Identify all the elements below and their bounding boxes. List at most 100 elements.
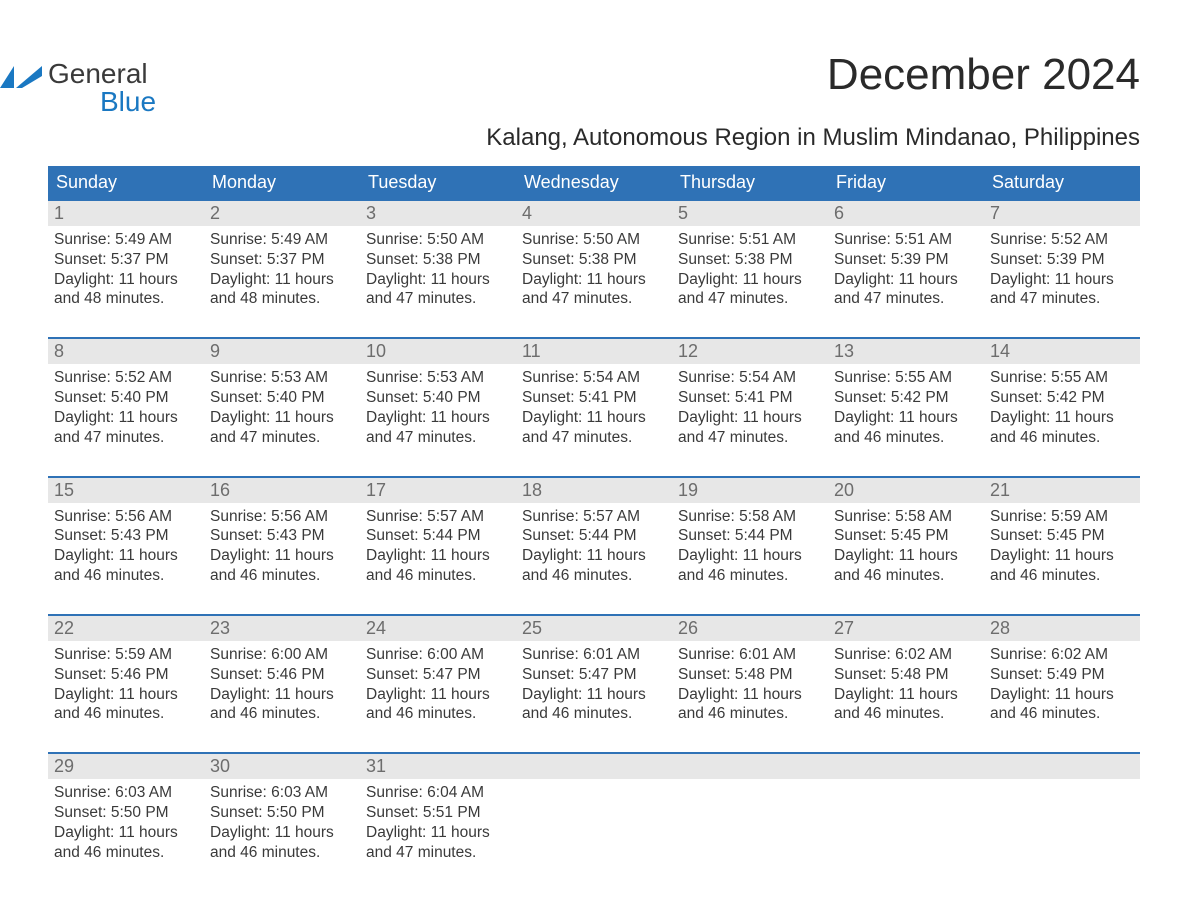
daylight-text: and 47 minutes. xyxy=(54,428,198,448)
calendar-day: 3Sunrise: 5:50 AMSunset: 5:38 PMDaylight… xyxy=(360,201,516,309)
sunrise-text: Sunrise: 6:01 AM xyxy=(522,645,666,665)
day-details: Sunrise: 6:01 AMSunset: 5:48 PMDaylight:… xyxy=(672,641,828,724)
daylight-text: and 46 minutes. xyxy=(990,428,1134,448)
weekday-tuesday: Tuesday xyxy=(360,166,516,199)
calendar-day: 23Sunrise: 6:00 AMSunset: 5:46 PMDayligh… xyxy=(204,616,360,724)
sunset-text: Sunset: 5:48 PM xyxy=(678,665,822,685)
daylight-text: and 46 minutes. xyxy=(522,566,666,586)
sunset-text: Sunset: 5:46 PM xyxy=(210,665,354,685)
daylight-text: Daylight: 11 hours xyxy=(54,685,198,705)
day-number: 17 xyxy=(360,478,516,503)
day-number: . xyxy=(984,754,1140,779)
day-number: 24 xyxy=(360,616,516,641)
day-number: 29 xyxy=(48,754,204,779)
sunrise-text: Sunrise: 5:53 AM xyxy=(366,368,510,388)
day-number: 21 xyxy=(984,478,1140,503)
daylight-text: and 46 minutes. xyxy=(366,704,510,724)
daylight-text: Daylight: 11 hours xyxy=(678,685,822,705)
day-details: Sunrise: 6:02 AMSunset: 5:49 PMDaylight:… xyxy=(984,641,1140,724)
daylight-text: and 47 minutes. xyxy=(522,289,666,309)
sunrise-text: Sunrise: 5:51 AM xyxy=(834,230,978,250)
day-details: Sunrise: 5:52 AMSunset: 5:40 PMDaylight:… xyxy=(48,364,204,447)
calendar-day: . xyxy=(672,754,828,862)
calendar-day: 25Sunrise: 6:01 AMSunset: 5:47 PMDayligh… xyxy=(516,616,672,724)
daylight-text: Daylight: 11 hours xyxy=(366,685,510,705)
day-number: 26 xyxy=(672,616,828,641)
day-number: 3 xyxy=(360,201,516,226)
calendar-day: 11Sunrise: 5:54 AMSunset: 5:41 PMDayligh… xyxy=(516,339,672,447)
calendar: Sunday Monday Tuesday Wednesday Thursday… xyxy=(48,166,1140,863)
day-details: Sunrise: 5:55 AMSunset: 5:42 PMDaylight:… xyxy=(984,364,1140,447)
sunrise-text: Sunrise: 5:55 AM xyxy=(834,368,978,388)
logo-flag-icon xyxy=(0,66,42,88)
sunset-text: Sunset: 5:44 PM xyxy=(366,526,510,546)
sunrise-text: Sunrise: 6:03 AM xyxy=(54,783,198,803)
calendar-day: 31Sunrise: 6:04 AMSunset: 5:51 PMDayligh… xyxy=(360,754,516,862)
daylight-text: and 47 minutes. xyxy=(678,289,822,309)
daylight-text: Daylight: 11 hours xyxy=(834,270,978,290)
sunrise-text: Sunrise: 5:58 AM xyxy=(678,507,822,527)
calendar-week: 22Sunrise: 5:59 AMSunset: 5:46 PMDayligh… xyxy=(48,614,1140,724)
sunrise-text: Sunrise: 6:02 AM xyxy=(834,645,978,665)
logo-word-1: General xyxy=(48,60,148,88)
sunset-text: Sunset: 5:38 PM xyxy=(522,250,666,270)
location-name: Kalang, Autonomous Region in Muslim Mind… xyxy=(48,124,1140,152)
daylight-text: Daylight: 11 hours xyxy=(834,685,978,705)
day-number: 31 xyxy=(360,754,516,779)
sunrise-text: Sunrise: 5:58 AM xyxy=(834,507,978,527)
day-details: Sunrise: 5:49 AMSunset: 5:37 PMDaylight:… xyxy=(48,226,204,309)
sunset-text: Sunset: 5:39 PM xyxy=(834,250,978,270)
day-details: Sunrise: 5:58 AMSunset: 5:45 PMDaylight:… xyxy=(828,503,984,586)
day-number: 14 xyxy=(984,339,1140,364)
sunset-text: Sunset: 5:38 PM xyxy=(366,250,510,270)
daylight-text: and 46 minutes. xyxy=(366,566,510,586)
day-number: 1 xyxy=(48,201,204,226)
daylight-text: Daylight: 11 hours xyxy=(366,823,510,843)
calendar-day: 21Sunrise: 5:59 AMSunset: 5:45 PMDayligh… xyxy=(984,478,1140,586)
day-details: Sunrise: 6:01 AMSunset: 5:47 PMDaylight:… xyxy=(516,641,672,724)
sunrise-text: Sunrise: 5:49 AM xyxy=(54,230,198,250)
day-details: Sunrise: 5:51 AMSunset: 5:39 PMDaylight:… xyxy=(828,226,984,309)
weekday-monday: Monday xyxy=(204,166,360,199)
day-number: 20 xyxy=(828,478,984,503)
day-number: 19 xyxy=(672,478,828,503)
sunrise-text: Sunrise: 5:55 AM xyxy=(990,368,1134,388)
day-number: . xyxy=(516,754,672,779)
weekday-sunday: Sunday xyxy=(48,166,204,199)
day-details: Sunrise: 5:59 AMSunset: 5:46 PMDaylight:… xyxy=(48,641,204,724)
sunrise-text: Sunrise: 5:57 AM xyxy=(522,507,666,527)
day-number: 2 xyxy=(204,201,360,226)
day-number: 11 xyxy=(516,339,672,364)
sunset-text: Sunset: 5:46 PM xyxy=(54,665,198,685)
calendar-day: 13Sunrise: 5:55 AMSunset: 5:42 PMDayligh… xyxy=(828,339,984,447)
sunrise-text: Sunrise: 5:57 AM xyxy=(366,507,510,527)
sunrise-text: Sunrise: 5:56 AM xyxy=(210,507,354,527)
calendar-week: 15Sunrise: 5:56 AMSunset: 5:43 PMDayligh… xyxy=(48,476,1140,586)
day-details: Sunrise: 6:03 AMSunset: 5:50 PMDaylight:… xyxy=(204,779,360,862)
calendar-day: 24Sunrise: 6:00 AMSunset: 5:47 PMDayligh… xyxy=(360,616,516,724)
day-number: 4 xyxy=(516,201,672,226)
calendar-day: 7Sunrise: 5:52 AMSunset: 5:39 PMDaylight… xyxy=(984,201,1140,309)
sunset-text: Sunset: 5:42 PM xyxy=(834,388,978,408)
day-number: 5 xyxy=(672,201,828,226)
sunset-text: Sunset: 5:40 PM xyxy=(210,388,354,408)
sunrise-text: Sunrise: 5:52 AM xyxy=(54,368,198,388)
day-details: Sunrise: 6:02 AMSunset: 5:48 PMDaylight:… xyxy=(828,641,984,724)
day-details: Sunrise: 5:54 AMSunset: 5:41 PMDaylight:… xyxy=(672,364,828,447)
sunset-text: Sunset: 5:49 PM xyxy=(990,665,1134,685)
daylight-text: Daylight: 11 hours xyxy=(366,408,510,428)
day-details: Sunrise: 5:59 AMSunset: 5:45 PMDaylight:… xyxy=(984,503,1140,586)
day-details: Sunrise: 5:56 AMSunset: 5:43 PMDaylight:… xyxy=(48,503,204,586)
weekday-header-row: Sunday Monday Tuesday Wednesday Thursday… xyxy=(48,166,1140,199)
day-number: 12 xyxy=(672,339,828,364)
day-number: . xyxy=(828,754,984,779)
sunrise-text: Sunrise: 5:56 AM xyxy=(54,507,198,527)
sunrise-text: Sunrise: 5:54 AM xyxy=(522,368,666,388)
day-details: Sunrise: 5:55 AMSunset: 5:42 PMDaylight:… xyxy=(828,364,984,447)
daylight-text: Daylight: 11 hours xyxy=(54,823,198,843)
sunrise-text: Sunrise: 5:52 AM xyxy=(990,230,1134,250)
daylight-text: Daylight: 11 hours xyxy=(678,408,822,428)
calendar-day: 6Sunrise: 5:51 AMSunset: 5:39 PMDaylight… xyxy=(828,201,984,309)
sunrise-text: Sunrise: 6:02 AM xyxy=(990,645,1134,665)
calendar-day: 19Sunrise: 5:58 AMSunset: 5:44 PMDayligh… xyxy=(672,478,828,586)
